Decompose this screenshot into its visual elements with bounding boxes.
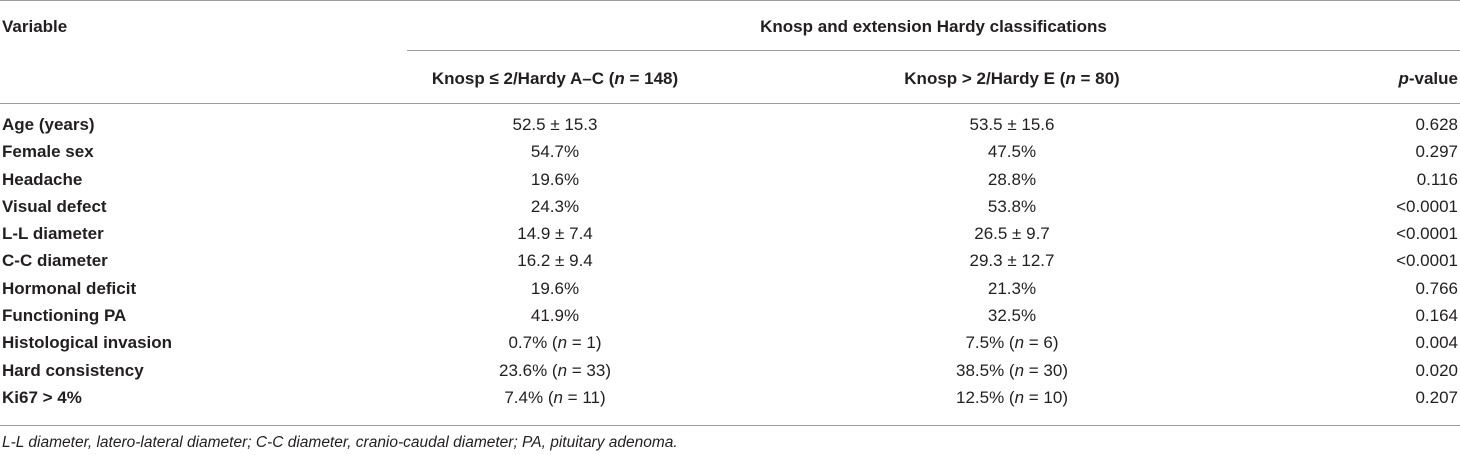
table-row: Histological invasion 0.7% (n = 1) 7.5% … <box>0 333 1460 360</box>
table-footnote: L-L diameter, latero-lateral diameter; C… <box>2 434 678 451</box>
table-row: Headache 19.6% 28.8% 0.116 <box>0 170 1460 197</box>
row-value-knosp-low: 24.3% <box>530 196 580 216</box>
row-p-value: <0.0001 <box>1396 251 1458 271</box>
table-body: Age (years) 52.5 ± 15.3 53.5 ± 15.6 0.62… <box>0 115 1460 415</box>
column-header-knosp-high: Knosp > 2/Hardy E (n = 80) <box>904 69 1120 88</box>
row-value-knosp-low: 19.6% <box>530 169 580 189</box>
column-header-rule <box>0 103 1460 104</box>
row-p-value: 0.116 <box>1416 169 1458 189</box>
row-p-value: 0.020 <box>1415 360 1458 380</box>
table-row: Hormonal deficit 19.6% 21.3% 0.766 <box>0 279 1460 306</box>
row-variable: Hormonal deficit <box>2 278 137 298</box>
row-value-knosp-high: 7.5% (n = 6) <box>965 333 1059 353</box>
row-p-value: 0.207 <box>1415 387 1458 407</box>
row-p-value: 0.766 <box>1415 278 1458 298</box>
row-p-value: <0.0001 <box>1396 224 1458 244</box>
row-value-knosp-high: 38.5% (n = 30) <box>955 360 1068 380</box>
row-value-knosp-high: 32.5% <box>987 306 1037 326</box>
row-value-knosp-low: 0.7% (n = 1) <box>508 333 602 353</box>
row-variable: Female sex <box>2 142 94 162</box>
row-value-knosp-low: 7.4% (n = 11) <box>504 387 606 407</box>
row-value-knosp-high: 47.5% <box>987 142 1037 162</box>
row-value-knosp-high: 29.3 ± 12.7 <box>969 251 1055 271</box>
row-value-knosp-low: 54.7% <box>530 142 580 162</box>
table-bottom-rule <box>0 425 1460 426</box>
row-value-knosp-high: 26.5 ± 9.7 <box>974 224 1050 244</box>
row-p-value: 0.004 <box>1415 333 1458 353</box>
table-row: Female sex 54.7% 47.5% 0.297 <box>0 142 1460 169</box>
group-header-rule <box>407 50 1460 51</box>
row-variable: C-C diameter <box>2 251 108 271</box>
row-value-knosp-low: 23.6% (n = 33) <box>498 360 611 380</box>
table-row: Visual defect 24.3% 53.8% <0.0001 <box>0 197 1460 224</box>
table-row: Functioning PA 41.9% 32.5% 0.164 <box>0 306 1460 333</box>
row-variable: Hard consistency <box>2 360 144 380</box>
row-value-knosp-high: 21.3% <box>987 278 1037 298</box>
row-value-knosp-low: 41.9% <box>530 306 580 326</box>
table-row: Ki67 > 4% 7.4% (n = 11) 12.5% (n = 10) 0… <box>0 388 1460 415</box>
row-variable: Headache <box>2 169 83 189</box>
column-header-p-value: p-value <box>1398 69 1458 88</box>
row-variable: Functioning PA <box>2 306 127 326</box>
row-variable: Histological invasion <box>2 333 173 353</box>
row-variable: Age (years) <box>2 115 95 134</box>
table-row: L-L diameter 14.9 ± 7.4 26.5 ± 9.7 <0.00… <box>0 224 1460 251</box>
row-value-knosp-high: 53.5 ± 15.6 <box>969 115 1055 134</box>
variable-column-header: Variable <box>2 17 68 36</box>
row-p-value: 0.628 <box>1415 115 1458 134</box>
row-p-value: 0.297 <box>1415 142 1458 162</box>
table-row: Age (years) 52.5 ± 15.3 53.5 ± 15.6 0.62… <box>0 115 1460 142</box>
row-value-knosp-low: 16.2 ± 9.4 <box>517 251 593 271</box>
row-value-knosp-high: 12.5% (n = 10) <box>955 387 1068 407</box>
table-top-rule <box>0 0 1460 1</box>
row-value-knosp-low: 19.6% <box>530 278 580 298</box>
table-row: C-C diameter 16.2 ± 9.4 29.3 ± 12.7 <0.0… <box>0 251 1460 278</box>
row-value-knosp-high: 53.8% <box>987 196 1037 216</box>
row-variable: L-L diameter <box>2 224 104 244</box>
row-value-knosp-low: 14.9 ± 7.4 <box>517 224 593 244</box>
table-row: Hard consistency 23.6% (n = 33) 38.5% (n… <box>0 361 1460 388</box>
row-variable: Visual defect <box>2 196 107 216</box>
column-header-knosp-low: Knosp ≤ 2/Hardy A–C (n = 148) <box>431 69 679 88</box>
row-p-value: <0.0001 <box>1396 196 1458 216</box>
row-value-knosp-high: 28.8% <box>987 169 1037 189</box>
group-header: Knosp and extension Hardy classification… <box>760 17 1107 36</box>
row-p-value: 0.164 <box>1415 306 1458 326</box>
row-variable: Ki67 > 4% <box>2 387 82 407</box>
row-value-knosp-low: 52.5 ± 15.3 <box>512 115 598 134</box>
